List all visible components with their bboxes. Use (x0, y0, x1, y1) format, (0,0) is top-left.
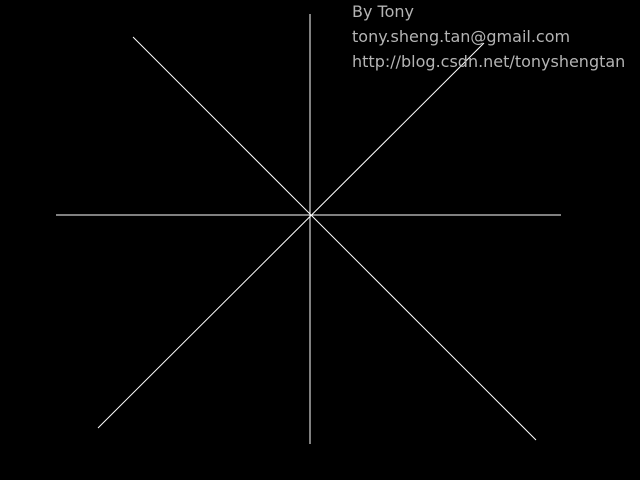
diagonal-line-ascending (97, 42, 485, 429)
credit-url: http://blog.csdn.net/tonyshengtan (352, 52, 626, 71)
diagonal-line-descending (132, 36, 537, 441)
credit-email: tony.sheng.tan@gmail.com (352, 27, 571, 46)
credit-author: By Tony (352, 2, 414, 21)
